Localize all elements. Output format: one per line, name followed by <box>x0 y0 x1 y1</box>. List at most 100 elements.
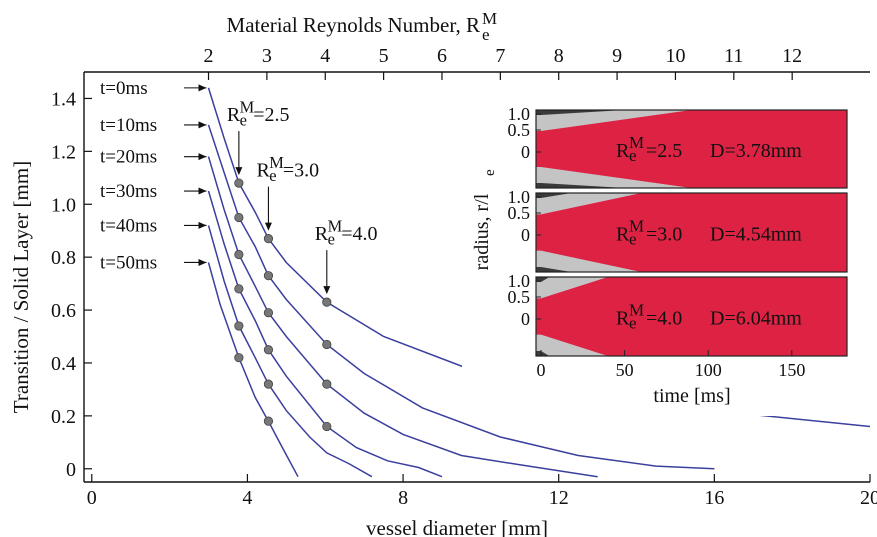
reynolds-label-7: R Me =3.0 <box>256 153 319 185</box>
inset-label-diameter: D=4.54mm <box>710 224 802 246</box>
series-line-2 <box>207 156 598 478</box>
inset-y-axis-title-sub: e <box>482 169 498 176</box>
inset-label-sup: M <box>629 301 644 320</box>
inset-fluid-bottom <box>536 267 572 272</box>
inset-panel-label-2: R Me =4.0 D=6.04mm <box>616 301 802 333</box>
inset-fluid-bottom <box>536 183 625 188</box>
inset-y-tick-label: 1.0 <box>508 187 531 207</box>
y-tick-label: 0.4 <box>51 353 76 375</box>
inset-label-base: R <box>616 140 630 162</box>
top-tick-label: 5 <box>379 45 389 67</box>
inset-label-sup: M <box>629 133 644 152</box>
main-plot: 0 4 8 12 16 20 0 0.2 0.4 0.6 0.8 1.0 1.2 1.4 2 3 4 5 6 7 8 9 1… <box>9 9 877 537</box>
top-tick-label: 2 <box>204 45 214 67</box>
y-tick-label: 0.2 <box>51 406 76 428</box>
inset-y-tick-label: 0 <box>521 225 530 245</box>
y-axis-title: Transition / Solid Layer [mm] <box>9 161 33 413</box>
data-marker <box>322 421 332 432</box>
time-label-0: t=0ms <box>100 78 148 99</box>
data-marker <box>263 308 274 318</box>
time-arrowhead-4 <box>198 221 207 229</box>
inset-x-tick-label: 0 <box>537 360 546 380</box>
inset-label-base: R <box>616 224 630 246</box>
reynolds-label-8: R Me =4.0 <box>315 217 378 249</box>
time-arrowhead-2 <box>198 153 207 161</box>
reynolds-label-7-base: R <box>256 160 270 182</box>
inset-label-sup: M <box>629 217 644 236</box>
time-label-2: t=20ms <box>100 147 157 168</box>
time-label-4: t=40ms <box>100 215 157 236</box>
inset-y-tick-label: 1.0 <box>508 271 531 291</box>
inset-y-tick-label: 0.5 <box>508 287 531 307</box>
top-tick-label: 6 <box>437 45 447 67</box>
inset-label-text: =4.0 <box>646 308 682 330</box>
inset-y-tick-label: 0.5 <box>508 203 531 223</box>
y-tick-label: 0 <box>66 459 76 481</box>
time-label-1: t=10ms <box>100 115 157 136</box>
inset-transition-top <box>536 193 642 215</box>
x-tick-label: 16 <box>704 487 724 509</box>
y-tick-label: 1.4 <box>51 88 76 110</box>
inset-y-tick-label: 0 <box>521 309 530 329</box>
x-tick-label: 8 <box>398 487 408 509</box>
inset-transition-bottom <box>536 334 608 356</box>
inset-panel-label-0: R Me =2.5 D=3.78mm <box>616 133 802 165</box>
inset-x-axis-title: time [ms] <box>653 385 730 407</box>
reynolds-label-6-text: =2.5 <box>253 104 289 126</box>
top-tick-label: 11 <box>724 45 743 67</box>
inset-x-tick-label: 100 <box>695 360 722 380</box>
data-marker <box>234 353 244 363</box>
inset-panel-label-1: R Me =3.0 D=4.54mm <box>616 217 802 249</box>
reynolds-arrowhead-8 <box>323 286 331 295</box>
top-axis-title-sub: e <box>482 25 490 44</box>
reynolds-label-6-sub: e <box>240 110 247 129</box>
inset-label-sub: e <box>629 314 637 333</box>
data-marker <box>263 271 274 281</box>
top-tick-label: 3 <box>262 45 272 67</box>
inset-label-base: R <box>616 308 630 330</box>
y-tick-label: 1.2 <box>51 141 76 163</box>
data-marker <box>263 379 274 389</box>
top-tick-label: 8 <box>554 45 564 67</box>
inset-label-bg <box>612 135 836 165</box>
data-marker <box>263 416 274 426</box>
data-marker <box>322 379 332 389</box>
x-tick-label: 4 <box>242 487 252 509</box>
inset-fluid-top <box>536 193 572 198</box>
inset-y-axis-title: radius, r/l e <box>471 169 498 270</box>
reynolds-label-6-sup: M <box>240 98 255 117</box>
reynolds-arrowhead-7 <box>264 222 272 231</box>
x-tick-label: 12 <box>549 487 569 509</box>
inset-transition-bottom <box>536 166 692 188</box>
top-tick-label: 12 <box>782 45 802 67</box>
inset-label-text: =3.0 <box>646 224 682 246</box>
x-axis-title: vessel diameter [mm] <box>366 516 548 537</box>
data-marker <box>234 178 244 188</box>
data-marker <box>263 234 274 244</box>
inset-label-sub: e <box>629 146 637 165</box>
series-line-3 <box>207 190 443 478</box>
inset-label-sub: e <box>629 230 637 249</box>
reynolds-arrowhead-6 <box>235 167 243 176</box>
inset-panel-frame <box>535 276 848 357</box>
reynolds-label-7-text: =3.0 <box>283 160 319 182</box>
time-arrowhead-5 <box>198 258 207 266</box>
data-marker <box>322 339 332 350</box>
time-arrowhead-1 <box>198 121 207 129</box>
x-tick-label: 20 <box>860 487 877 509</box>
data-marker <box>263 345 274 355</box>
reynolds-label-7-sup: M <box>269 153 284 172</box>
inset-label-bg <box>612 218 836 249</box>
reynolds-label-7-sub: e <box>269 166 276 185</box>
inset-transition-bottom <box>536 250 642 272</box>
inset-y-axis-title-text: radius, r/l <box>471 193 493 270</box>
top-tick-label: 10 <box>665 45 685 67</box>
y-tick-label: 0.8 <box>51 247 76 269</box>
data-marker <box>234 212 244 223</box>
data-marker <box>234 321 244 331</box>
top-tick-label: 9 <box>612 45 622 67</box>
reynolds-label-8-sup: M <box>328 217 343 236</box>
reynolds-label-6: R Me =2.5 <box>227 98 290 130</box>
inset-label-text: =2.5 <box>646 140 682 162</box>
